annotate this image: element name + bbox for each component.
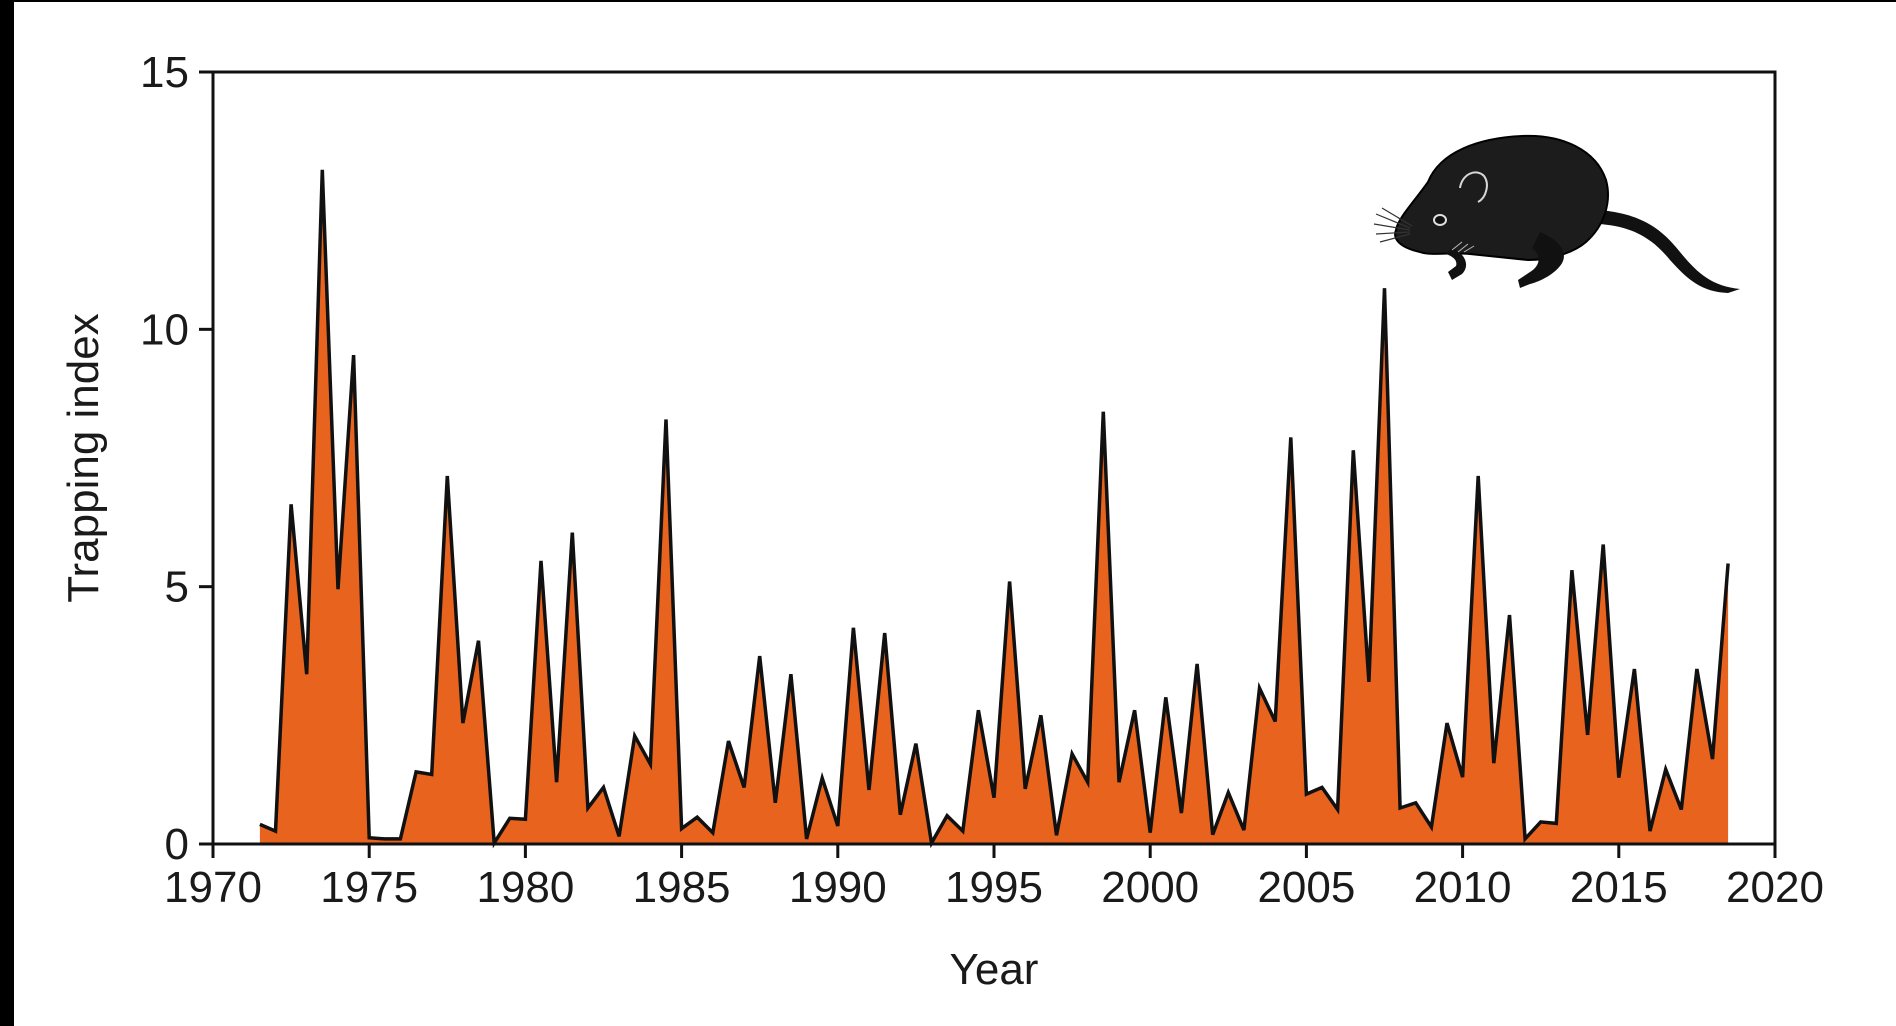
- y-axis-title: Trapping index: [59, 313, 108, 602]
- vole-hind-leg: [1518, 232, 1564, 288]
- x-tick-label: 1980: [476, 863, 574, 912]
- x-tick-label: 1990: [789, 863, 887, 912]
- trapping-index-chart: 1970 1975 1980 1985 1990 1995 2000 2005 2010 2015…: [59, 48, 1824, 994]
- vole-body: [1394, 134, 1609, 262]
- vole-front-leg: [1446, 248, 1467, 280]
- y-tick-label: 10: [140, 305, 189, 354]
- vole-fur: [1451, 241, 1475, 253]
- series-layer: [259, 169, 1730, 849]
- series-area: [259, 169, 1729, 845]
- vole-whiskers: [1373, 207, 1413, 243]
- x-tick-label: 1995: [945, 863, 1043, 912]
- vole-eye: [1433, 214, 1447, 226]
- chart-panel: 1970 1975 1980 1985 1990 1995 2000 2005 2010 2015…: [14, 2, 1896, 1026]
- vole-tail: [1598, 210, 1740, 293]
- x-tick-label: 2015: [1570, 863, 1668, 912]
- y-tick-label: 5: [165, 563, 189, 612]
- y-axis: 0 5 10 15: [140, 48, 213, 869]
- series-line: [259, 169, 1730, 849]
- vole-ear: [1459, 171, 1488, 203]
- y-tick-label: 15: [140, 48, 189, 97]
- x-axis-title: Year: [950, 945, 1039, 994]
- x-tick-label: 2010: [1414, 863, 1512, 912]
- x-tick-label: 1985: [633, 863, 731, 912]
- x-tick-label: 2000: [1101, 863, 1199, 912]
- y-tick-label: 0: [165, 820, 189, 869]
- x-tick-label: 1970: [164, 863, 262, 912]
- x-tick-label: 1975: [320, 863, 418, 912]
- x-axis: 1970 1975 1980 1985 1990 1995 2000 2005 2010 2015…: [164, 844, 1824, 912]
- x-tick-label: 2020: [1726, 863, 1824, 912]
- x-tick-label: 2005: [1257, 863, 1355, 912]
- vole-icon: [1373, 134, 1740, 293]
